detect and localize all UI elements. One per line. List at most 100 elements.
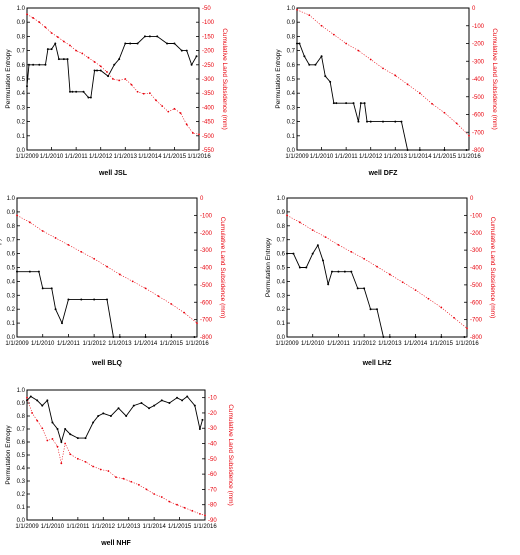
y2-tick-label: -200 (200, 231, 213, 237)
y-tick-label: 0.5 (17, 453, 26, 459)
y2-tick-label: -800 (472, 148, 485, 154)
x-tick-label: 1/1/2016 (187, 154, 211, 160)
x-tick-label: 1/1/2010 (310, 154, 334, 160)
data-point (148, 35, 151, 38)
data-point (38, 21, 41, 24)
data-point (44, 26, 47, 29)
data-point (41, 287, 44, 290)
data-point (298, 266, 301, 269)
data-point (292, 252, 295, 255)
data-point (106, 265, 108, 268)
data-point (198, 428, 201, 430)
y-tick-label: 0.5 (277, 266, 286, 272)
y2-tick-label: -200 (202, 49, 215, 55)
series-entropy (26, 35, 198, 99)
data-point (67, 244, 70, 246)
data-point (343, 270, 346, 273)
y-tick-label: 0.3 (277, 293, 286, 299)
data-point (406, 83, 409, 86)
data-point (455, 122, 458, 125)
data-point (324, 75, 327, 78)
data-point (26, 13, 28, 16)
data-point (286, 252, 288, 255)
series-subsidence (26, 13, 200, 136)
data-point (143, 35, 146, 38)
data-point (69, 90, 71, 93)
y-tick-label: 0.7 (17, 427, 26, 433)
x-tick-label: 1/1/2009 (285, 154, 309, 160)
series-line (286, 215, 468, 329)
data-point (60, 441, 63, 443)
data-point (157, 295, 160, 298)
y2-tick-label: -400 (200, 266, 213, 272)
data-point (322, 259, 324, 262)
plot-frame (296, 7, 470, 151)
data-point (298, 42, 301, 45)
y2-tick-label: -600 (200, 300, 213, 306)
data-point (130, 83, 133, 86)
data-point (329, 80, 332, 83)
x-tick-label: 1/1/2010 (41, 524, 65, 530)
y-tick-label: 1.0 (7, 196, 16, 202)
x-tick-label: 1/1/2009 (15, 524, 39, 530)
data-point (124, 78, 127, 80)
data-point (144, 287, 147, 290)
data-point (156, 35, 159, 38)
data-point (51, 421, 54, 424)
chart-caption: well BLQ (91, 360, 123, 367)
data-point (136, 42, 139, 45)
data-point (394, 120, 397, 123)
x-tick-label: 1/1/2016 (185, 341, 209, 347)
x-tick-label: 1/1/2010 (301, 341, 325, 347)
data-point (64, 428, 67, 430)
y-tick-label: 0.1 (277, 321, 286, 327)
data-point (400, 120, 403, 123)
y-tick-label: 0.3 (17, 479, 26, 485)
data-point (440, 306, 443, 309)
data-point (99, 65, 102, 68)
data-point (376, 265, 378, 268)
y2-tick-label: -50 (208, 457, 217, 463)
y-tick-label: 0.6 (17, 440, 26, 446)
data-point (38, 63, 41, 66)
data-point (61, 322, 63, 325)
y-tick-label: 0.0 (17, 518, 26, 524)
data-point (41, 404, 44, 407)
data-point (394, 74, 397, 77)
y2-tick-label: -250 (202, 63, 215, 69)
data-point (28, 270, 31, 273)
data-point (112, 78, 114, 80)
x-tick-label: 1/1/2010 (40, 154, 64, 160)
data-point (199, 512, 201, 515)
y2-tick-label: -450 (202, 120, 215, 126)
data-point (93, 257, 96, 260)
data-point (137, 483, 140, 486)
data-point (76, 437, 79, 440)
data-point (82, 90, 85, 93)
data-point (56, 428, 59, 430)
data-point (193, 404, 196, 407)
y-axis-label: Permutation Entropy (0, 237, 2, 297)
y-axis-label: Permutation Entropy (5, 49, 12, 109)
y-tick-label: 0.7 (17, 49, 26, 55)
data-point (316, 244, 319, 247)
y-tick-label: 0.9 (7, 210, 16, 216)
data-point (369, 58, 372, 61)
y-tick-label: 0.6 (17, 63, 26, 69)
data-point (148, 407, 151, 410)
data-point (80, 298, 83, 301)
data-point (60, 462, 63, 465)
y-tick-label: 0.1 (7, 321, 16, 327)
x-tick-label: 1/1/2009 (15, 154, 39, 160)
y-axis-label: Permutation Entropy (5, 425, 12, 485)
data-point (118, 79, 121, 82)
series-line (26, 395, 203, 444)
data-point (166, 42, 169, 45)
x-tick-label: 1/1/2015 (163, 154, 187, 160)
data-point (363, 287, 366, 290)
y-tick-label: 0.8 (17, 34, 26, 40)
data-point (170, 336, 173, 338)
data-point (140, 402, 143, 404)
x-tick-label: 1/1/2014 (404, 341, 428, 347)
data-point (142, 92, 145, 95)
